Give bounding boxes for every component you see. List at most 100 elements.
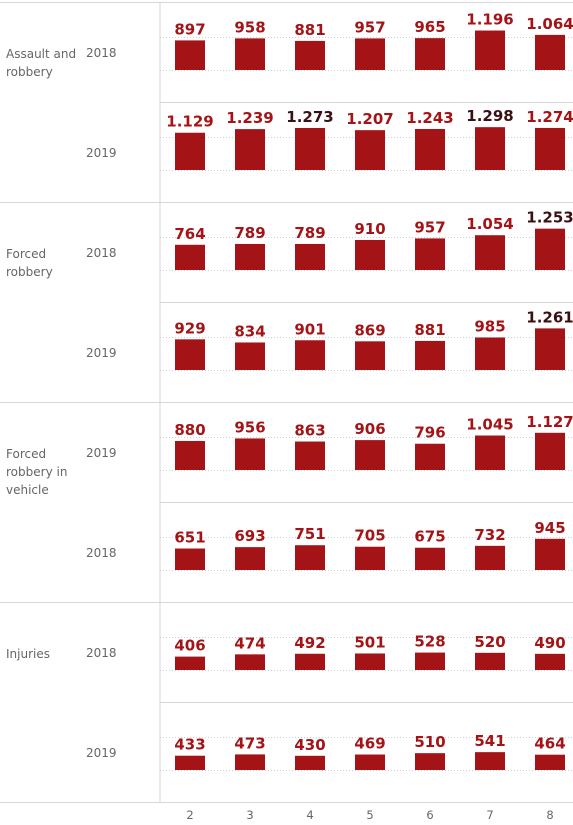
bar (175, 132, 205, 170)
data-label: 910 (354, 220, 385, 238)
data-label: 834 (234, 322, 265, 340)
bar (475, 127, 505, 170)
data-label: 675 (414, 528, 445, 546)
bar (535, 34, 565, 70)
bar (295, 653, 325, 670)
data-label: 863 (294, 422, 325, 440)
x-tick-label: 3 (246, 808, 253, 822)
data-label: 1.274 (526, 108, 573, 126)
data-label: 464 (534, 735, 565, 753)
bar (535, 653, 565, 670)
data-label: 751 (294, 525, 325, 543)
bar (355, 440, 385, 470)
data-label: 501 (354, 633, 385, 651)
bar (295, 40, 325, 70)
bar (475, 752, 505, 770)
bar (295, 243, 325, 270)
data-label: 732 (474, 526, 505, 544)
data-label: 1.243 (406, 109, 453, 127)
bar (175, 548, 205, 570)
data-label: 789 (234, 224, 265, 242)
bar (535, 538, 565, 570)
data-label: 958 (234, 18, 265, 36)
category-label: Forced robbery (6, 247, 53, 279)
bar (415, 128, 445, 170)
data-label: 474 (234, 634, 265, 652)
data-label: 796 (414, 424, 445, 442)
data-label: 985 (474, 317, 505, 335)
bar (415, 652, 445, 670)
year-label: 2019 (86, 346, 117, 360)
bar (295, 127, 325, 170)
year-label: 2018 (86, 546, 117, 560)
bar (355, 341, 385, 370)
bar (355, 546, 385, 570)
data-label: 789 (294, 224, 325, 242)
data-label: 510 (414, 733, 445, 751)
data-label: 520 (474, 633, 505, 651)
category-label: Assault and robbery (6, 47, 76, 79)
data-label: 897 (174, 20, 205, 38)
category-label: Injuries (6, 647, 50, 661)
bar (415, 547, 445, 570)
data-label: 1.253 (526, 209, 573, 227)
data-label: 528 (414, 633, 445, 651)
bar (535, 328, 565, 370)
bar (295, 441, 325, 470)
data-label: 869 (354, 321, 385, 339)
data-label: 1.273 (286, 108, 333, 126)
bar (415, 753, 445, 770)
bar (175, 244, 205, 270)
data-label: 1.261 (526, 308, 573, 326)
data-label: 1.239 (226, 109, 273, 127)
data-label: 1.045 (466, 416, 513, 434)
bar (355, 130, 385, 170)
bar (475, 652, 505, 670)
year-label: 2019 (86, 146, 117, 160)
bar (235, 754, 265, 770)
bar (535, 432, 565, 470)
bar (175, 40, 205, 70)
data-label: 469 (354, 735, 385, 753)
data-label: 705 (354, 527, 385, 545)
data-label: 1.196 (466, 11, 513, 29)
data-label: 473 (234, 734, 265, 752)
bar (355, 239, 385, 270)
x-tick-label: 8 (546, 808, 553, 822)
year-label: 2019 (86, 446, 117, 460)
data-label: 490 (534, 634, 565, 652)
bar (535, 127, 565, 170)
bar (295, 755, 325, 770)
data-label: 1.207 (346, 110, 393, 128)
bar (415, 238, 445, 270)
bar (475, 435, 505, 470)
bar (235, 547, 265, 570)
data-label: 1.064 (526, 15, 573, 33)
year-label: 2019 (86, 746, 117, 760)
x-tick-label: 4 (306, 808, 313, 822)
data-label: 881 (294, 21, 325, 39)
bar (235, 654, 265, 670)
data-label: 1.298 (466, 107, 513, 125)
data-label: 492 (294, 634, 325, 652)
data-label: 1.054 (466, 215, 513, 233)
bar (475, 337, 505, 370)
data-label: 1.127 (526, 413, 573, 431)
data-label: 901 (294, 320, 325, 338)
x-tick-label: 2 (186, 808, 193, 822)
bar (235, 129, 265, 170)
data-label: 651 (174, 529, 205, 547)
bar (535, 228, 565, 270)
data-label: 881 (414, 321, 445, 339)
x-tick-label: 7 (486, 808, 493, 822)
bar (475, 235, 505, 270)
data-label: 929 (174, 319, 205, 337)
bar (355, 653, 385, 670)
bar (415, 38, 445, 70)
data-label: 957 (414, 218, 445, 236)
bar (475, 30, 505, 71)
data-label: 693 (234, 527, 265, 545)
data-label: 956 (234, 418, 265, 436)
bar (235, 438, 265, 470)
data-label: 965 (414, 18, 445, 36)
